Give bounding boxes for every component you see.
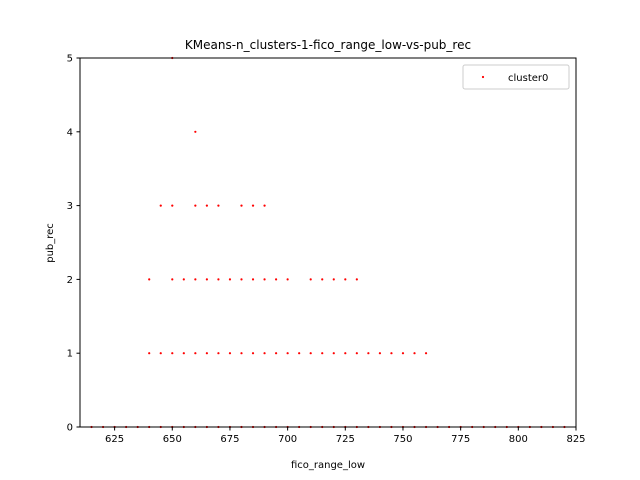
data-point (159, 204, 162, 207)
data-point (332, 278, 335, 281)
data-point (205, 352, 208, 355)
data-point (367, 352, 370, 355)
data-point (401, 352, 405, 355)
y-tick-label: 0 (67, 423, 73, 434)
y-tick-label: 2 (67, 275, 73, 286)
data-point (194, 204, 197, 207)
y-tick-label: 1 (67, 349, 73, 360)
data-point (251, 278, 255, 281)
data-point (286, 278, 289, 281)
data-point (286, 352, 289, 355)
data-point (217, 278, 220, 281)
data-point (251, 204, 255, 207)
data-point (240, 204, 243, 207)
y-tick-label: 5 (67, 54, 73, 65)
data-point (321, 352, 324, 355)
data-point (194, 352, 197, 355)
data-point (332, 352, 335, 355)
axes-frame (79, 57, 577, 428)
data-point (413, 352, 416, 355)
data-point (355, 278, 358, 281)
data-point (171, 204, 174, 207)
data-point (309, 278, 312, 281)
data-point (251, 352, 255, 355)
data-point (355, 352, 358, 355)
data-point (171, 352, 174, 355)
data-point (274, 352, 278, 355)
data-point (205, 204, 208, 207)
data-point (171, 278, 174, 281)
data-point (148, 352, 151, 355)
data-point (182, 278, 185, 281)
x-tick-label: 825 (566, 434, 585, 445)
data-point (424, 352, 428, 355)
x-axis-label: fico_range_low (291, 460, 365, 471)
data-point (159, 352, 162, 355)
data-point (182, 352, 185, 355)
data-point (298, 352, 301, 355)
data-point (390, 352, 393, 355)
data-point (228, 278, 232, 281)
data-point (205, 278, 208, 281)
x-tick-label: 750 (393, 434, 412, 445)
y-tick-label: 4 (67, 127, 73, 138)
data-point (378, 352, 382, 355)
x-axis: 625 650 675 700 725 750 775 800 825 (105, 427, 586, 445)
x-tick-label: 700 (278, 434, 297, 445)
y-axis-label: pub_rec (45, 223, 56, 263)
legend-marker (481, 75, 485, 79)
x-tick-label: 675 (220, 434, 239, 445)
data-point (321, 278, 324, 281)
legend: cluster0 (462, 64, 570, 90)
x-tick-label: 775 (451, 434, 470, 445)
plot-background (80, 58, 576, 427)
chart-title: KMeans-n_clusters-1-fico_range_low-vs-pu… (185, 38, 471, 52)
data-point (217, 204, 220, 207)
data-point (263, 278, 266, 281)
x-tick-label: 800 (509, 434, 528, 445)
x-tick-label: 725 (336, 434, 355, 445)
data-point (263, 352, 266, 355)
data-point (344, 352, 347, 355)
data-point (194, 130, 197, 133)
series-0 (90, 56, 566, 429)
data-point (194, 278, 197, 281)
plot-area (79, 56, 577, 429)
x-tick-label: 650 (163, 434, 182, 445)
y-axis: 0 1 2 3 4 5 (67, 54, 80, 434)
data-point (217, 352, 220, 355)
data-point (263, 204, 266, 207)
x-tick-label: 625 (105, 434, 124, 445)
y-tick-label: 3 (67, 201, 73, 212)
data-point (228, 352, 232, 355)
data-point (240, 278, 243, 281)
data-point (309, 352, 312, 355)
data-point (274, 278, 278, 281)
data-point (148, 278, 151, 281)
legend-label: cluster0 (508, 73, 548, 84)
legend-box (462, 64, 570, 90)
data-point (344, 278, 347, 281)
data-point (240, 352, 243, 355)
